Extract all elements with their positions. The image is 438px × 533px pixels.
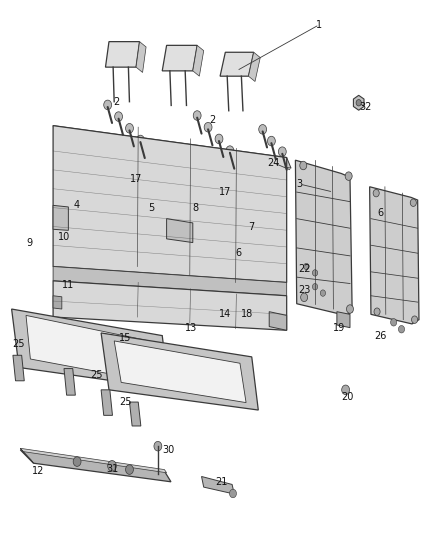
Circle shape — [104, 100, 112, 110]
Circle shape — [304, 263, 309, 270]
Polygon shape — [53, 266, 287, 296]
Circle shape — [312, 284, 318, 290]
Polygon shape — [130, 402, 141, 426]
Polygon shape — [353, 95, 364, 110]
Polygon shape — [13, 356, 24, 381]
Polygon shape — [248, 52, 260, 82]
Circle shape — [193, 111, 201, 120]
Circle shape — [346, 305, 353, 313]
Polygon shape — [12, 309, 169, 389]
Circle shape — [279, 147, 286, 157]
Circle shape — [373, 189, 379, 197]
Circle shape — [108, 461, 117, 471]
Polygon shape — [20, 448, 33, 463]
Polygon shape — [106, 42, 140, 67]
Text: 25: 25 — [119, 397, 131, 407]
Polygon shape — [53, 126, 291, 168]
Polygon shape — [193, 45, 204, 76]
Polygon shape — [26, 316, 155, 382]
Circle shape — [374, 308, 380, 316]
Circle shape — [312, 270, 318, 276]
Circle shape — [226, 146, 234, 156]
Text: 17: 17 — [130, 174, 142, 184]
Text: 18: 18 — [241, 309, 254, 319]
Circle shape — [320, 290, 325, 296]
Circle shape — [342, 385, 350, 394]
Circle shape — [268, 136, 276, 146]
Text: 10: 10 — [58, 232, 70, 243]
Circle shape — [126, 124, 134, 133]
Circle shape — [345, 172, 352, 180]
Text: 15: 15 — [119, 333, 131, 343]
Text: 23: 23 — [298, 286, 311, 295]
Polygon shape — [114, 341, 246, 402]
Circle shape — [215, 134, 223, 144]
Text: 4: 4 — [74, 200, 80, 211]
Text: 12: 12 — [32, 466, 44, 476]
Polygon shape — [53, 126, 287, 282]
Polygon shape — [337, 312, 350, 328]
Text: 31: 31 — [106, 464, 118, 473]
Text: 25: 25 — [91, 370, 103, 381]
Circle shape — [230, 489, 237, 498]
Polygon shape — [166, 219, 193, 243]
Circle shape — [154, 441, 162, 451]
Text: 13: 13 — [184, 322, 197, 333]
Text: 24: 24 — [267, 158, 280, 168]
Text: 9: 9 — [26, 238, 32, 247]
Text: 14: 14 — [219, 309, 232, 319]
Circle shape — [356, 100, 361, 106]
Circle shape — [410, 199, 417, 206]
Polygon shape — [20, 450, 171, 482]
Circle shape — [300, 161, 307, 169]
Circle shape — [115, 112, 123, 122]
Circle shape — [300, 293, 307, 302]
Polygon shape — [101, 333, 258, 410]
Polygon shape — [220, 52, 254, 76]
Text: 30: 30 — [162, 445, 175, 455]
Polygon shape — [269, 312, 287, 330]
Text: 3: 3 — [297, 179, 303, 189]
Text: 5: 5 — [148, 203, 155, 213]
Polygon shape — [295, 160, 352, 316]
Text: 22: 22 — [298, 264, 311, 274]
Circle shape — [126, 465, 134, 474]
Polygon shape — [53, 281, 287, 330]
Circle shape — [412, 316, 418, 324]
Polygon shape — [370, 187, 419, 324]
Text: 20: 20 — [342, 392, 354, 402]
Text: 8: 8 — [192, 203, 198, 213]
Polygon shape — [162, 45, 197, 71]
Polygon shape — [64, 368, 75, 395]
Polygon shape — [101, 390, 113, 415]
Text: 19: 19 — [333, 322, 345, 333]
Text: 17: 17 — [219, 187, 232, 197]
Circle shape — [259, 125, 267, 134]
Text: 25: 25 — [12, 338, 25, 349]
Text: 7: 7 — [249, 222, 255, 232]
Polygon shape — [201, 477, 234, 494]
Text: 26: 26 — [374, 330, 387, 341]
Circle shape — [204, 123, 212, 132]
Text: 6: 6 — [236, 248, 242, 258]
Circle shape — [137, 135, 145, 145]
Text: 32: 32 — [359, 102, 371, 112]
Circle shape — [391, 319, 397, 326]
Text: 2: 2 — [209, 115, 215, 125]
Polygon shape — [136, 42, 146, 72]
Polygon shape — [53, 205, 68, 230]
Circle shape — [73, 457, 81, 466]
Polygon shape — [20, 448, 166, 473]
Text: 6: 6 — [378, 208, 384, 219]
Polygon shape — [53, 296, 62, 309]
Text: 1: 1 — [316, 20, 322, 30]
Text: 21: 21 — [215, 477, 227, 487]
Text: 11: 11 — [62, 280, 74, 290]
Circle shape — [399, 326, 405, 333]
Text: 2: 2 — [113, 96, 120, 107]
